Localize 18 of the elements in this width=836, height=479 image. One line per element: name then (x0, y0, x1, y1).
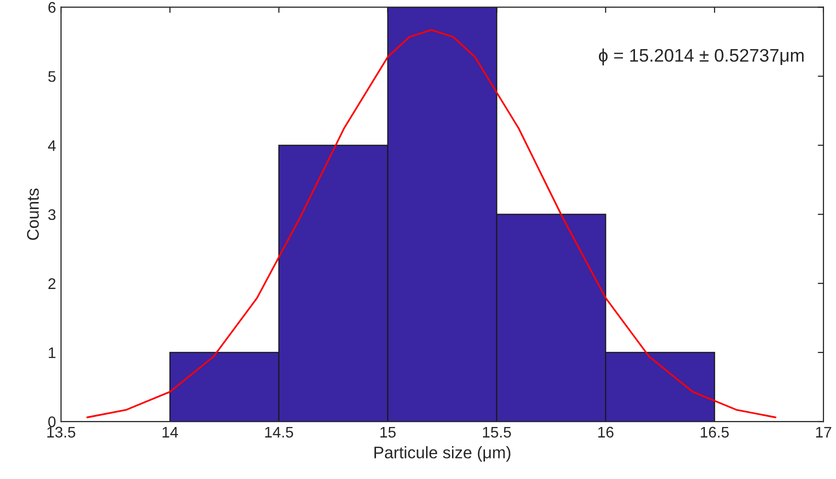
x-tick-label: 13.5 (47, 426, 76, 438)
y-tick-label: 5 (48, 71, 56, 82)
x-axis-title: Particule size (μm) (374, 446, 510, 462)
y-tick-label: 4 (48, 140, 56, 151)
x-tick-label: 17 (816, 426, 832, 438)
x-tick-label: 14.5 (265, 426, 294, 438)
y-tick-label: 2 (48, 278, 56, 289)
x-tick-label: 16.5 (700, 426, 729, 438)
y-tick-label: 6 (48, 2, 56, 13)
annotation: ϕ = 15.2014 ± 0.52737μm (598, 48, 804, 66)
x-tick-label: 16 (598, 426, 614, 438)
x-tick-label: 15 (380, 426, 396, 438)
y-axis-title: Counts (27, 188, 39, 240)
y-tick-label: 0 (48, 416, 56, 428)
x-tick-label: 14 (162, 426, 178, 438)
y-tick-label: 3 (48, 209, 56, 220)
y-tick-label: 1 (48, 347, 56, 358)
x-tick-label: 15.5 (483, 426, 511, 438)
